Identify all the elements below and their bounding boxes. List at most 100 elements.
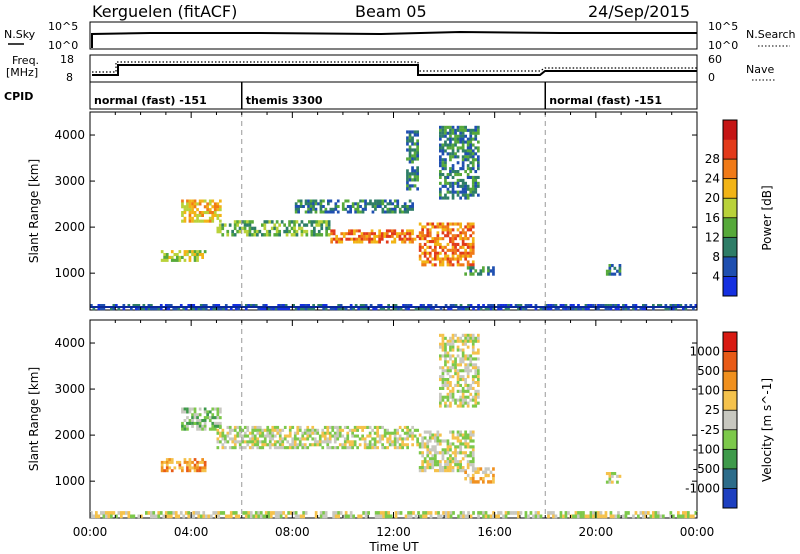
power-cell	[428, 254, 432, 258]
power-cell	[329, 207, 333, 211]
velocity-cell	[449, 469, 452, 473]
velocity-cell	[428, 430, 432, 434]
velocity-cell	[461, 360, 465, 364]
power-cell	[181, 255, 184, 259]
power-cell	[329, 199, 333, 203]
velocity-cell	[331, 434, 335, 438]
velocity-cell	[198, 407, 202, 411]
nsky-right-tick-bottom: 10^0	[708, 39, 738, 52]
power-cell	[102, 304, 106, 308]
velocity-cell	[268, 434, 272, 438]
velocity-cell	[388, 434, 392, 438]
velocity-cell	[110, 514, 113, 519]
power-cell	[459, 254, 462, 258]
velocity-cell	[454, 448, 457, 452]
power-cell	[199, 307, 203, 311]
velocity-cell	[273, 446, 277, 450]
velocity-cell	[474, 401, 478, 405]
velocity-cell	[451, 375, 455, 379]
velocity-cell	[208, 410, 212, 414]
velocity-cell	[471, 395, 475, 399]
power-cell	[456, 228, 460, 232]
velocity-cell	[466, 386, 470, 390]
power-cell	[451, 254, 455, 258]
velocity-cell	[229, 514, 233, 519]
power-cell	[477, 272, 480, 276]
velocity-cell	[308, 431, 312, 435]
velocity-cell	[609, 511, 613, 515]
power-cell	[253, 229, 257, 234]
velocity-cell	[474, 404, 478, 408]
velocity-cell	[428, 451, 432, 455]
velocity-cell	[293, 443, 297, 447]
velocity-cell	[416, 440, 419, 444]
power-cell	[652, 304, 655, 308]
velocity-cell	[403, 425, 407, 429]
power-cell	[206, 202, 209, 206]
velocity-cell	[444, 369, 447, 373]
velocity-cell	[266, 431, 270, 435]
power-cell	[451, 245, 455, 249]
cpid-segment-label: themis 3300	[246, 94, 323, 107]
power-cell	[454, 140, 457, 144]
power-cell	[340, 240, 344, 244]
power-cell	[449, 131, 452, 135]
velocity-cell	[191, 413, 194, 417]
power-cell	[444, 143, 447, 147]
velocity-cell	[474, 366, 478, 370]
velocity-cell	[461, 354, 465, 358]
power-cell	[355, 237, 359, 241]
velocity-cell	[423, 460, 427, 464]
power-cell	[684, 307, 688, 311]
velocity-cell	[323, 434, 327, 438]
power-cell	[624, 304, 628, 308]
velocity-cell	[464, 383, 467, 387]
power-cell	[474, 152, 478, 156]
power-cell	[439, 242, 442, 246]
velocity-cell	[461, 395, 465, 399]
velocity-cell	[246, 434, 250, 438]
velocity-cell	[451, 389, 455, 393]
velocity-cell	[349, 514, 353, 519]
velocity-xtick-label: 16:00	[477, 525, 512, 539]
power-cell	[474, 146, 478, 150]
power-cell	[127, 304, 131, 308]
power-cell	[273, 226, 277, 231]
freq-panel: Freq. [MHz] 18 8 60 0 Nave	[6, 53, 775, 84]
power-cell	[444, 178, 447, 182]
power-cell	[469, 251, 473, 255]
power-cell	[408, 199, 412, 203]
velocity-cell	[207, 514, 211, 519]
velocity-cell	[464, 398, 467, 402]
power-cell	[226, 229, 230, 234]
velocity-cell	[464, 401, 467, 405]
power-cell	[416, 148, 419, 152]
power-ytick-label: 2000	[54, 220, 85, 234]
velocity-cell	[599, 514, 603, 519]
velocity-cell	[193, 463, 197, 467]
velocity-cell	[439, 375, 442, 379]
power-cell	[464, 128, 467, 132]
velocity-cell	[687, 511, 690, 515]
velocity-cell	[236, 431, 240, 435]
velocity-cell	[492, 473, 495, 478]
power-cell	[459, 222, 462, 226]
power-cell	[441, 260, 445, 264]
power-cell	[341, 207, 345, 211]
power-cell	[256, 229, 259, 234]
power-cell	[181, 199, 184, 203]
velocity-cell	[162, 514, 166, 519]
power-cell	[364, 304, 368, 308]
power-cell	[418, 248, 422, 252]
power-cell	[471, 251, 475, 255]
power-cell	[179, 304, 183, 308]
power-cell	[354, 202, 357, 206]
power-cell	[477, 125, 480, 129]
velocity-cell	[346, 434, 350, 438]
velocity-cell	[441, 345, 445, 349]
velocity-cell	[451, 398, 455, 402]
velocity-cell	[196, 413, 199, 417]
velocity-cell	[186, 460, 189, 464]
nsky-right-tick-top: 10^5	[708, 20, 738, 33]
power-cell	[449, 146, 452, 150]
